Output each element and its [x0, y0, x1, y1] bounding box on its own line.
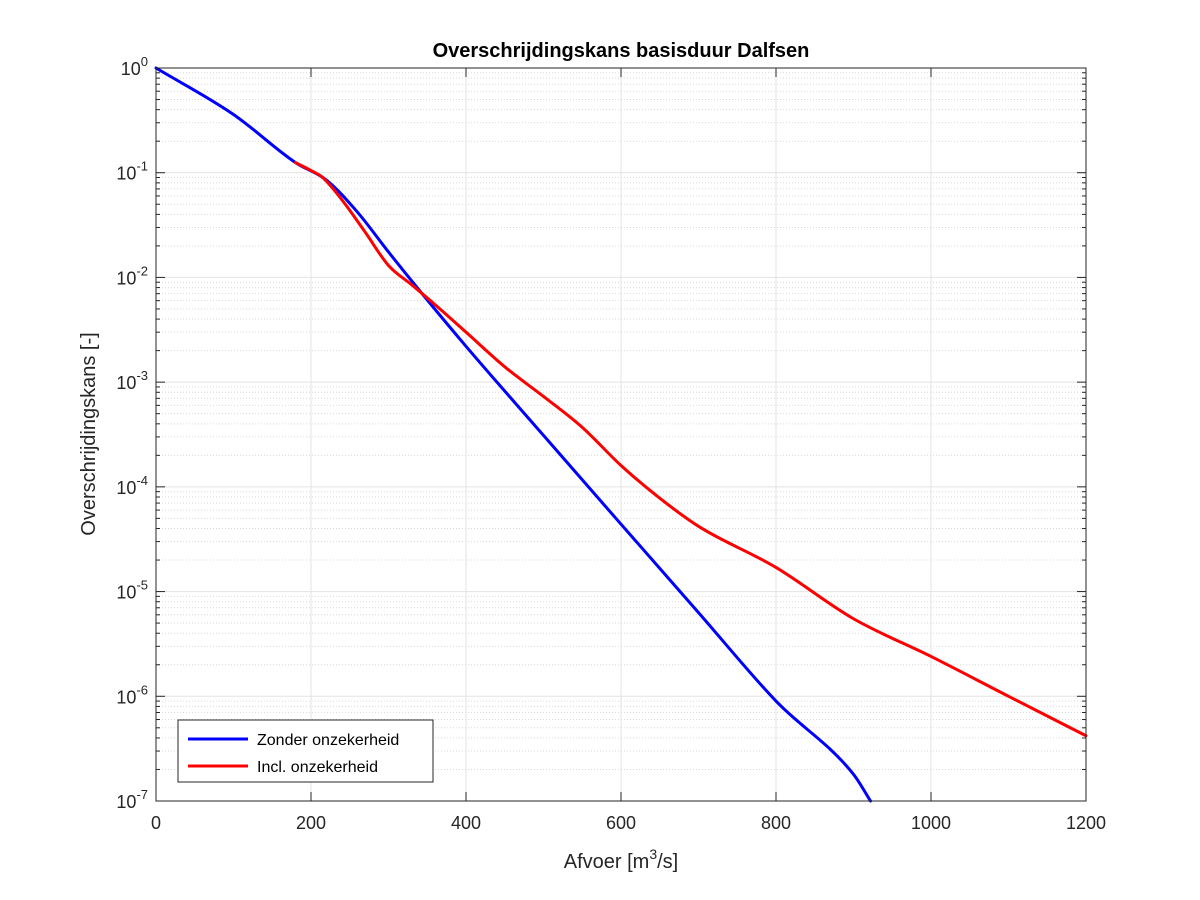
tick-marks: [155, 67, 1087, 802]
x-axis-label-main: Afvoer [m: [564, 851, 650, 873]
y-tick-label: 10-1: [116, 159, 148, 184]
x-tick-label: 0: [151, 813, 161, 833]
legend-box: [177, 719, 434, 783]
major-grid: [156, 68, 1086, 801]
legend-label-incl: Incl. onzekerheid: [257, 759, 378, 776]
y-tick-label: 10-7: [116, 787, 148, 812]
y-tick-label: 10-5: [116, 578, 148, 603]
y-tick-label: 10-4: [116, 473, 148, 498]
series-line-incl-onzekerheid: [294, 161, 1088, 738]
y-tick-label: 10-2: [116, 263, 148, 288]
x-tick-label: 600: [606, 813, 636, 833]
legend-label-zonder: Zonder onzekerheid: [257, 732, 399, 749]
y-axis-label: Overschrijdingskans [-]: [78, 332, 100, 535]
x-axis-label-superscript: 3: [649, 846, 657, 862]
y-tick-labels: 100 10-1 10-2 10-3 10-4 10-5 10-6 10-7: [116, 54, 148, 812]
legend[interactable]: Zonder onzekerheid Incl. onzekerheid: [177, 719, 434, 783]
x-tick-labels: 0 200 400 600 800 1000 1200: [151, 813, 1106, 833]
x-tick-label: 1000: [911, 813, 951, 833]
x-tick-label: 200: [296, 813, 326, 833]
x-axis-label: Afvoer [m3/s]: [564, 846, 679, 873]
y-tick-label: 100: [121, 54, 148, 79]
y-tick-label: 10-6: [116, 682, 148, 707]
x-tick-label: 800: [761, 813, 791, 833]
chart-title: Overschrijdingskans basisduur Dalfsen: [433, 40, 810, 62]
series-lines: [154, 66, 1088, 803]
x-axis-label-tail: /s]: [657, 851, 678, 873]
x-tick-label: 1200: [1066, 813, 1106, 833]
x-tick-label: 400: [451, 813, 481, 833]
y-tick-label: 10-3: [116, 368, 148, 393]
